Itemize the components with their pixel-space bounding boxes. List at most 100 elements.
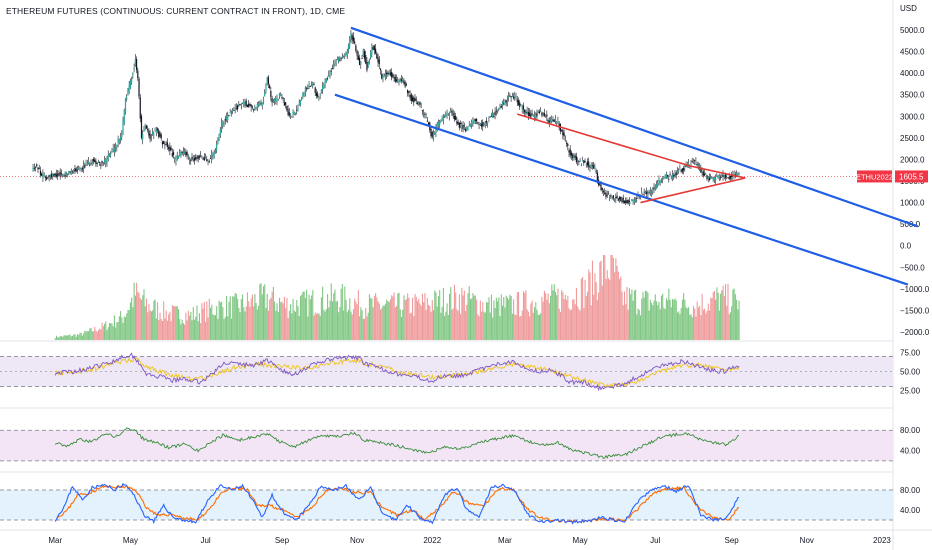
volume-bar (85, 331, 87, 340)
candle-body (669, 174, 671, 175)
volume-bar (318, 313, 320, 340)
volume-bar (514, 314, 516, 340)
candle-body (530, 114, 532, 118)
candle-body (655, 184, 658, 189)
volume-bar (467, 293, 469, 340)
volume-bar (217, 318, 219, 340)
candle (212, 151, 214, 160)
time-axis: Mar May Jul Sep Nov 2022 Mar May Jul Sep Nov 2023 (48, 536, 891, 545)
candle-body (691, 160, 693, 162)
candle (601, 187, 603, 194)
volume-bar (405, 299, 407, 340)
volume-bar (69, 334, 71, 340)
candle (94, 157, 96, 163)
candle-body (187, 155, 189, 157)
candle (117, 135, 119, 148)
candle (256, 101, 258, 112)
volume-bar (111, 323, 113, 340)
candle-body (701, 170, 703, 172)
candle (33, 163, 35, 171)
volume-bar (641, 298, 643, 340)
stoch-k-line (54, 482, 740, 525)
candle (376, 51, 378, 60)
volume-bar (107, 327, 109, 340)
candle-body (277, 98, 279, 100)
candle (387, 70, 389, 77)
candle (87, 156, 90, 165)
volume-bar (297, 306, 299, 340)
candle-body (206, 159, 208, 162)
volume-bar (203, 301, 205, 340)
candle-body (198, 156, 200, 158)
volume-bar (147, 312, 149, 340)
volume-bar (492, 317, 494, 340)
volume-bar (466, 304, 468, 340)
candle-body (370, 51, 372, 58)
volume-bar (249, 306, 251, 340)
candle (627, 199, 629, 205)
volume-bar (382, 305, 384, 340)
volume-bar (674, 298, 676, 340)
volume-bar (554, 291, 557, 340)
candle (151, 127, 154, 137)
candle-body (549, 119, 552, 123)
volume-bar (202, 308, 204, 340)
candle-body (37, 167, 39, 170)
candle (512, 93, 515, 100)
volume-bar (271, 291, 273, 340)
candle-body (553, 119, 555, 123)
candle-body (64, 174, 66, 178)
candle (296, 105, 298, 115)
candle-body (269, 85, 271, 89)
volume-bar (423, 302, 425, 340)
candle (193, 155, 196, 165)
candle-body (464, 128, 467, 131)
candle (257, 101, 260, 108)
candle-body (273, 98, 276, 102)
volume-bar (658, 301, 660, 340)
volume-bar (355, 301, 357, 340)
candle-body (568, 150, 570, 153)
candle (218, 133, 220, 142)
candle (687, 159, 690, 168)
candle-body (85, 164, 87, 166)
candle-body (154, 129, 156, 132)
candle-body (467, 126, 469, 131)
volume-bar (415, 296, 417, 340)
volume-bar (277, 311, 279, 340)
candle (625, 197, 627, 206)
candle-body (190, 160, 192, 162)
volume-bar (207, 317, 209, 340)
volume-bar (625, 304, 627, 340)
candle-body (133, 67, 135, 70)
candle (150, 133, 152, 142)
candle (551, 115, 553, 124)
volume-bar (665, 298, 667, 340)
candle (526, 106, 528, 115)
volume-bar (439, 290, 441, 340)
candle (407, 89, 409, 97)
candle (148, 128, 150, 139)
candle (123, 108, 125, 126)
candle (377, 53, 379, 68)
candle-body (388, 71, 390, 76)
volume-bar (498, 297, 500, 340)
volume-bar (559, 312, 561, 340)
candle (322, 81, 324, 94)
volume-bar (221, 301, 223, 340)
candle (154, 127, 156, 132)
candle (224, 115, 226, 125)
candle (232, 107, 234, 115)
volume-bar (86, 331, 88, 340)
candle-body (399, 79, 401, 83)
candle (708, 173, 711, 182)
volume-bar (424, 293, 426, 340)
volume-bar (81, 335, 83, 340)
candle (499, 103, 501, 110)
candle-body (46, 177, 48, 180)
volume-bar (468, 286, 470, 340)
candle (63, 173, 65, 177)
candle-body (275, 100, 277, 102)
candle (233, 107, 235, 111)
volume-bar (330, 283, 332, 340)
